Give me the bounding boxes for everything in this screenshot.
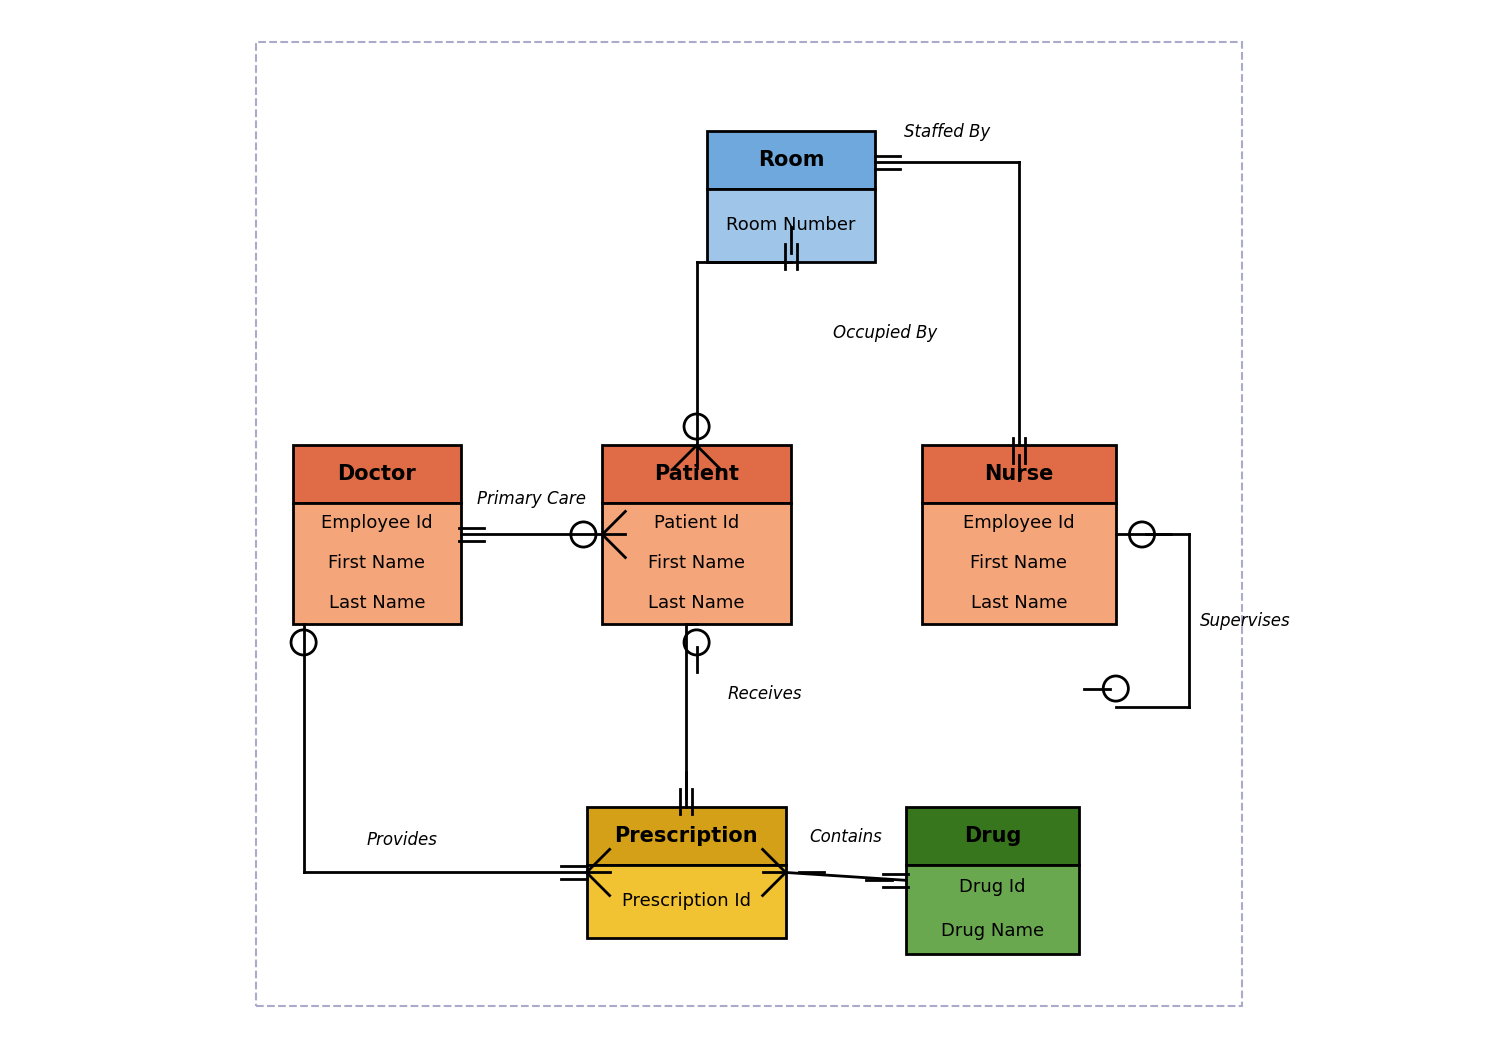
Text: Patient: Patient: [655, 464, 739, 484]
Text: Occupied By: Occupied By: [833, 324, 938, 342]
Text: Prescription Id: Prescription Id: [622, 892, 750, 911]
Text: Staffed By: Staffed By: [903, 124, 990, 141]
FancyBboxPatch shape: [921, 503, 1116, 624]
FancyBboxPatch shape: [294, 503, 461, 624]
Text: Last Name: Last Name: [971, 594, 1067, 612]
FancyBboxPatch shape: [587, 807, 785, 865]
Text: Room: Room: [758, 150, 824, 170]
FancyBboxPatch shape: [906, 807, 1079, 865]
Text: Employee Id: Employee Id: [321, 515, 433, 532]
Text: Patient Id: Patient Id: [655, 515, 739, 532]
Text: Contains: Contains: [809, 828, 882, 847]
Text: First Name: First Name: [649, 554, 745, 572]
FancyBboxPatch shape: [906, 865, 1079, 954]
Text: Last Name: Last Name: [328, 594, 425, 612]
Text: Supervises: Supervises: [1200, 612, 1290, 630]
Text: Doctor: Doctor: [337, 464, 416, 484]
Text: Nurse: Nurse: [984, 464, 1053, 484]
Text: Employee Id: Employee Id: [963, 515, 1074, 532]
Text: Receives: Receives: [728, 685, 803, 703]
FancyBboxPatch shape: [707, 189, 875, 262]
FancyBboxPatch shape: [294, 445, 461, 503]
Text: First Name: First Name: [971, 554, 1068, 572]
Text: Last Name: Last Name: [649, 594, 745, 612]
FancyBboxPatch shape: [602, 503, 791, 624]
FancyBboxPatch shape: [921, 445, 1116, 503]
Text: Drug Id: Drug Id: [959, 878, 1026, 896]
Text: Room Number: Room Number: [727, 216, 855, 235]
Text: Drug: Drug: [965, 826, 1022, 846]
Text: Drug Name: Drug Name: [941, 922, 1044, 940]
FancyBboxPatch shape: [587, 865, 785, 938]
Text: First Name: First Name: [328, 554, 425, 572]
Text: Primary Care: Primary Care: [476, 490, 586, 508]
Text: Prescription: Prescription: [614, 826, 758, 846]
FancyBboxPatch shape: [602, 445, 791, 503]
Text: Provides: Provides: [367, 831, 437, 849]
FancyBboxPatch shape: [707, 131, 875, 189]
